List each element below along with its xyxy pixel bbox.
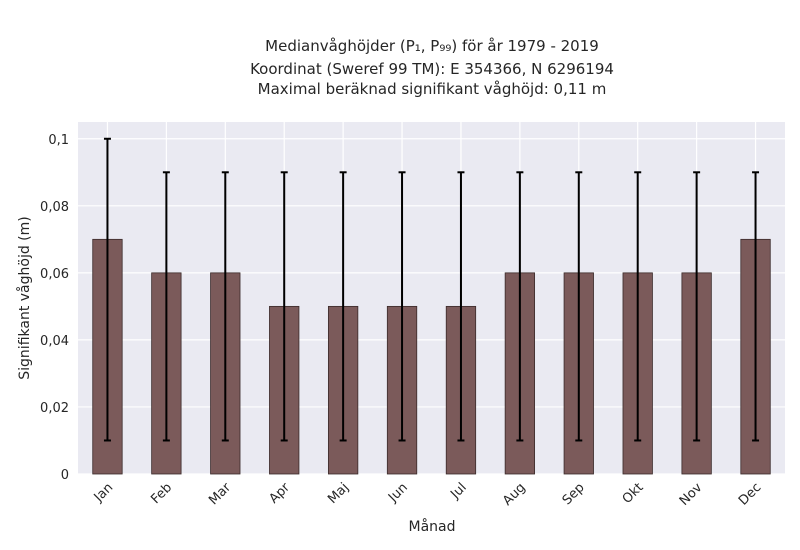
- y-tick-label: 0,04: [40, 334, 69, 349]
- error-bar: [752, 171, 760, 442]
- title-line-2: Koordinat (Sweref 99 TM): E 354366, N 62…: [250, 60, 614, 78]
- title-line-3: Maximal beräknad signifikant våghöjd: 0,…: [258, 80, 607, 98]
- error-bar: [575, 171, 583, 442]
- error-bars: [103, 137, 760, 442]
- x-tick-label: Apr: [267, 480, 294, 507]
- x-axis-label: Månad: [409, 518, 456, 535]
- x-tick-label: Dec: [736, 480, 764, 508]
- y-tick-label: 0,06: [40, 267, 69, 282]
- x-tick-label: Jan: [91, 480, 116, 505]
- x-axis-ticks: Jan Feb Mar Apr Maj Jun Jul Aug Sep Okt Nov Dec: [91, 480, 765, 509]
- y-tick-label: 0: [61, 468, 69, 483]
- x-tick-label: Sep: [560, 480, 588, 508]
- y-tick-label: 0,08: [40, 200, 69, 215]
- x-tick-label: Jul: [447, 480, 469, 502]
- error-bar: [280, 171, 288, 442]
- chart-title: Medianvåghöjder (P₁, P₉₉) för år 1979 - …: [250, 37, 614, 98]
- error-bar: [693, 171, 701, 442]
- x-tick-label: Aug: [500, 480, 529, 509]
- error-bar: [339, 171, 347, 442]
- x-tick-label: Jun: [385, 480, 411, 506]
- x-tick-label: Nov: [677, 480, 706, 509]
- error-bar: [516, 171, 524, 442]
- x-tick-label: Feb: [148, 480, 175, 507]
- y-axis-ticks: 0 0,02 0,04 0,06 0,08 0,1: [40, 133, 69, 483]
- error-bar: [162, 171, 170, 442]
- error-bar: [103, 137, 111, 442]
- error-bar: [398, 171, 406, 442]
- x-tick-label: Mar: [206, 480, 234, 508]
- plot-area: [78, 122, 785, 474]
- x-tick-label: Okt: [620, 480, 647, 507]
- y-tick-label: 0,1: [48, 133, 69, 148]
- error-bar: [457, 171, 465, 442]
- error-bar: [221, 171, 229, 442]
- error-bar: [634, 171, 642, 442]
- y-axis-label: Signifikant våghöjd (m): [16, 216, 33, 379]
- y-tick-label: 0,02: [40, 401, 69, 416]
- x-tick-label: Maj: [325, 480, 352, 507]
- title-line-1: Medianvåghöjder (P₁, P₉₉) för år 1979 - …: [265, 37, 599, 55]
